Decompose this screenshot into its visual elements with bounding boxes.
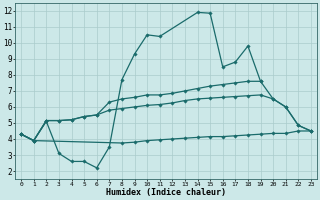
X-axis label: Humidex (Indice chaleur): Humidex (Indice chaleur) (106, 188, 226, 197)
